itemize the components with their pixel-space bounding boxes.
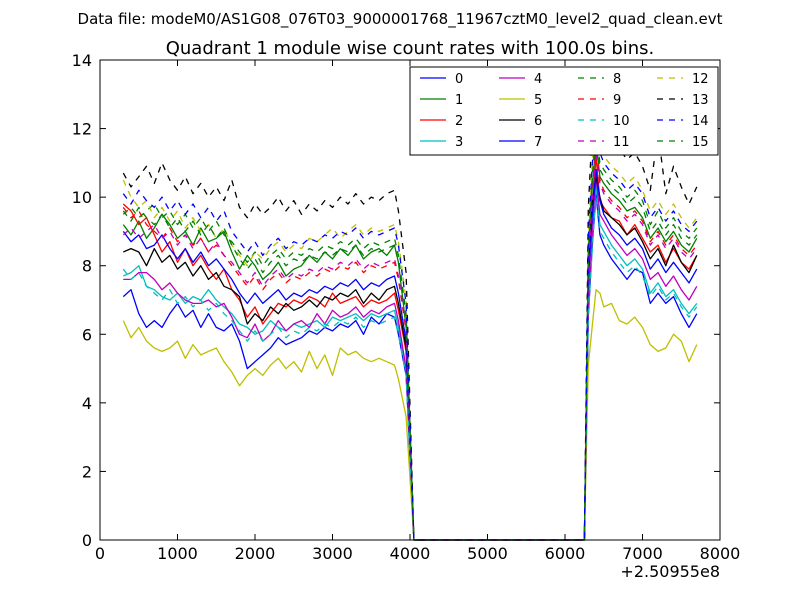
series-line-0 (122, 193, 698, 541)
legend-label-10: 10 (613, 114, 630, 129)
x-axis-offset-label: +2.50955e8 (620, 562, 720, 581)
axes-layer: 0 1000 2000 3000 4000 5000 6000 7000 80000246810… (72, 51, 741, 563)
legend-label-1: 1 (455, 93, 463, 108)
legend-label-12: 12 (692, 72, 709, 87)
legend-label-9: 9 (613, 93, 621, 108)
legend-label-6: 6 (534, 114, 542, 129)
y-tick-label: 0 (82, 531, 92, 550)
y-tick-label: 14 (72, 51, 92, 70)
x-tick-label: 2000 (235, 544, 276, 563)
legend-label-2: 2 (455, 114, 463, 129)
legend-label-15: 15 (692, 135, 709, 150)
series-line-14 (122, 117, 698, 541)
legend-label-13: 13 (692, 93, 709, 108)
x-tick-label: 0 (95, 544, 105, 563)
series-line-3 (123, 182, 698, 541)
series-line-6 (123, 175, 698, 541)
y-tick-label: 6 (82, 325, 92, 344)
chart-title: Quadrant 1 module wise count rates with … (166, 38, 655, 59)
legend-label-7: 7 (534, 135, 542, 150)
series-line-11 (122, 151, 698, 541)
x-tick-label: 6000 (545, 544, 586, 563)
x-tick-label: 3000 (312, 544, 353, 563)
y-tick-label: 12 (72, 120, 92, 139)
legend-label-11: 11 (613, 135, 630, 150)
series-line-2 (122, 155, 698, 541)
legend-label-0: 0 (455, 72, 463, 87)
series-line-5 (122, 289, 698, 541)
x-tick-label: 1000 (157, 544, 198, 563)
y-tick-label: 8 (82, 257, 92, 276)
series-line-8 (122, 127, 698, 541)
x-tick-label: 4000 (390, 544, 431, 563)
legend-label-14: 14 (692, 114, 709, 129)
series-line-10 (122, 189, 698, 541)
x-tick-label: 7000 (622, 544, 663, 563)
y-tick-label: 2 (82, 462, 92, 481)
series-line-12 (122, 110, 698, 541)
x-tick-label: 8000 (700, 544, 741, 563)
legend-box (409, 66, 719, 156)
series-line-7 (122, 169, 698, 541)
legend-label-3: 3 (455, 135, 463, 150)
series-line-4 (123, 175, 698, 541)
y-tick-label: 10 (72, 188, 92, 207)
y-tick-label: 4 (82, 394, 92, 413)
figure-suptitle: Data file: modeM0/AS1G08_076T03_90000017… (78, 10, 723, 29)
series-line-1 (122, 141, 698, 541)
series-line-15 (122, 134, 698, 541)
legend-label-8: 8 (613, 72, 621, 87)
legend-label-5: 5 (534, 93, 542, 108)
plot-area: 0 1000 2000 3000 4000 5000 6000 7000 80000246810… (72, 51, 741, 563)
x-tick-label: 5000 (467, 544, 508, 563)
legend-label-4: 4 (534, 72, 542, 87)
